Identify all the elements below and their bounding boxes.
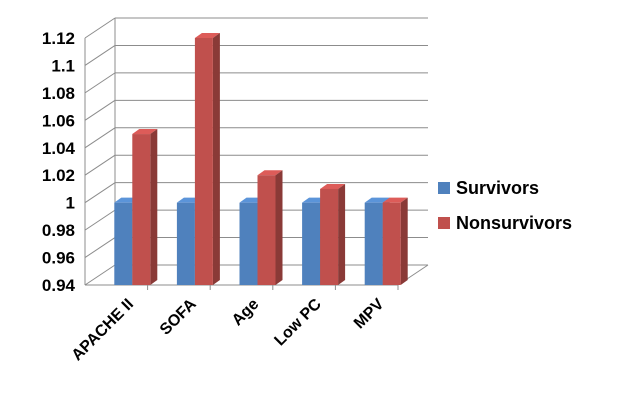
gridline-depth — [84, 127, 116, 149]
bar-front — [320, 188, 339, 285]
bar-front — [114, 202, 133, 285]
bar-top — [382, 197, 408, 203]
gridline-depth — [84, 182, 116, 204]
bar-nonsurvivors — [382, 197, 408, 285]
bar-nonsurvivors — [132, 129, 158, 285]
legend-item: Nonsurvivors — [438, 213, 572, 233]
gridline-depth — [84, 17, 116, 39]
gridline-depth — [84, 237, 116, 258]
y-tick-label: 1.06 — [42, 111, 75, 130]
y-tick-label: 1.02 — [42, 166, 75, 185]
legend-swatch — [438, 217, 450, 229]
bar-front — [194, 38, 213, 285]
bar-nonsurvivors — [320, 183, 346, 285]
bar-top — [132, 129, 158, 135]
gridline-depth — [84, 45, 116, 66]
bar-front — [239, 202, 258, 285]
legend: Survivors Nonsurvivors — [438, 178, 572, 233]
bar-top — [364, 197, 390, 203]
bar-nonsurvivors — [194, 33, 220, 285]
gridline-depth — [84, 209, 116, 231]
y-tick-label: 1.08 — [42, 84, 75, 103]
bar-top — [194, 33, 220, 38]
legend-swatch — [438, 182, 450, 194]
bar-front — [382, 202, 401, 285]
bar-top — [257, 170, 283, 176]
y-tick-label: 1.12 — [42, 29, 75, 48]
bar-front — [257, 175, 276, 285]
bar-top — [320, 183, 346, 189]
y-tick-label: 1 — [66, 194, 75, 213]
bar-nonsurvivors — [257, 170, 283, 285]
bar-side — [150, 129, 158, 285]
x-category-label: Age — [229, 296, 262, 329]
legend-label: Nonsurvivors — [456, 213, 572, 233]
y-tick-label: 0.98 — [42, 221, 75, 240]
gridline-depth — [84, 264, 116, 286]
x-category-label: Low PC — [271, 295, 325, 349]
bar-side — [212, 33, 220, 285]
y-tick-label: 1.04 — [42, 139, 76, 158]
legend-item: Survivors — [438, 178, 539, 198]
bar-front — [302, 202, 321, 285]
x-category-label: MPV — [351, 296, 388, 333]
bars — [114, 33, 408, 285]
bar-side — [400, 197, 408, 285]
gridline-depth — [84, 154, 116, 176]
x-category-label: APACHE II — [69, 296, 137, 364]
legend-label: Survivors — [456, 178, 539, 198]
gridline-depth — [84, 72, 116, 94]
y-tick-label: 1.1 — [51, 56, 75, 75]
x-category-labels: APACHE II SOFA Age Low PC MPV — [69, 295, 388, 364]
bar-side — [275, 170, 283, 285]
y-tick-labels: 0.94 0.96 0.98 1 1.02 1.04 1.06 1.08 1.1 1.12 — [42, 29, 76, 295]
x-category-label: SOFA — [157, 295, 200, 338]
bar-front — [132, 134, 151, 285]
bar-front — [176, 202, 195, 285]
y-tick-label: 0.94 — [42, 276, 76, 295]
y-tick-label: 0.96 — [42, 249, 75, 268]
gridline-depth — [84, 99, 116, 121]
bar-front — [364, 202, 383, 285]
bar-side — [338, 183, 346, 285]
